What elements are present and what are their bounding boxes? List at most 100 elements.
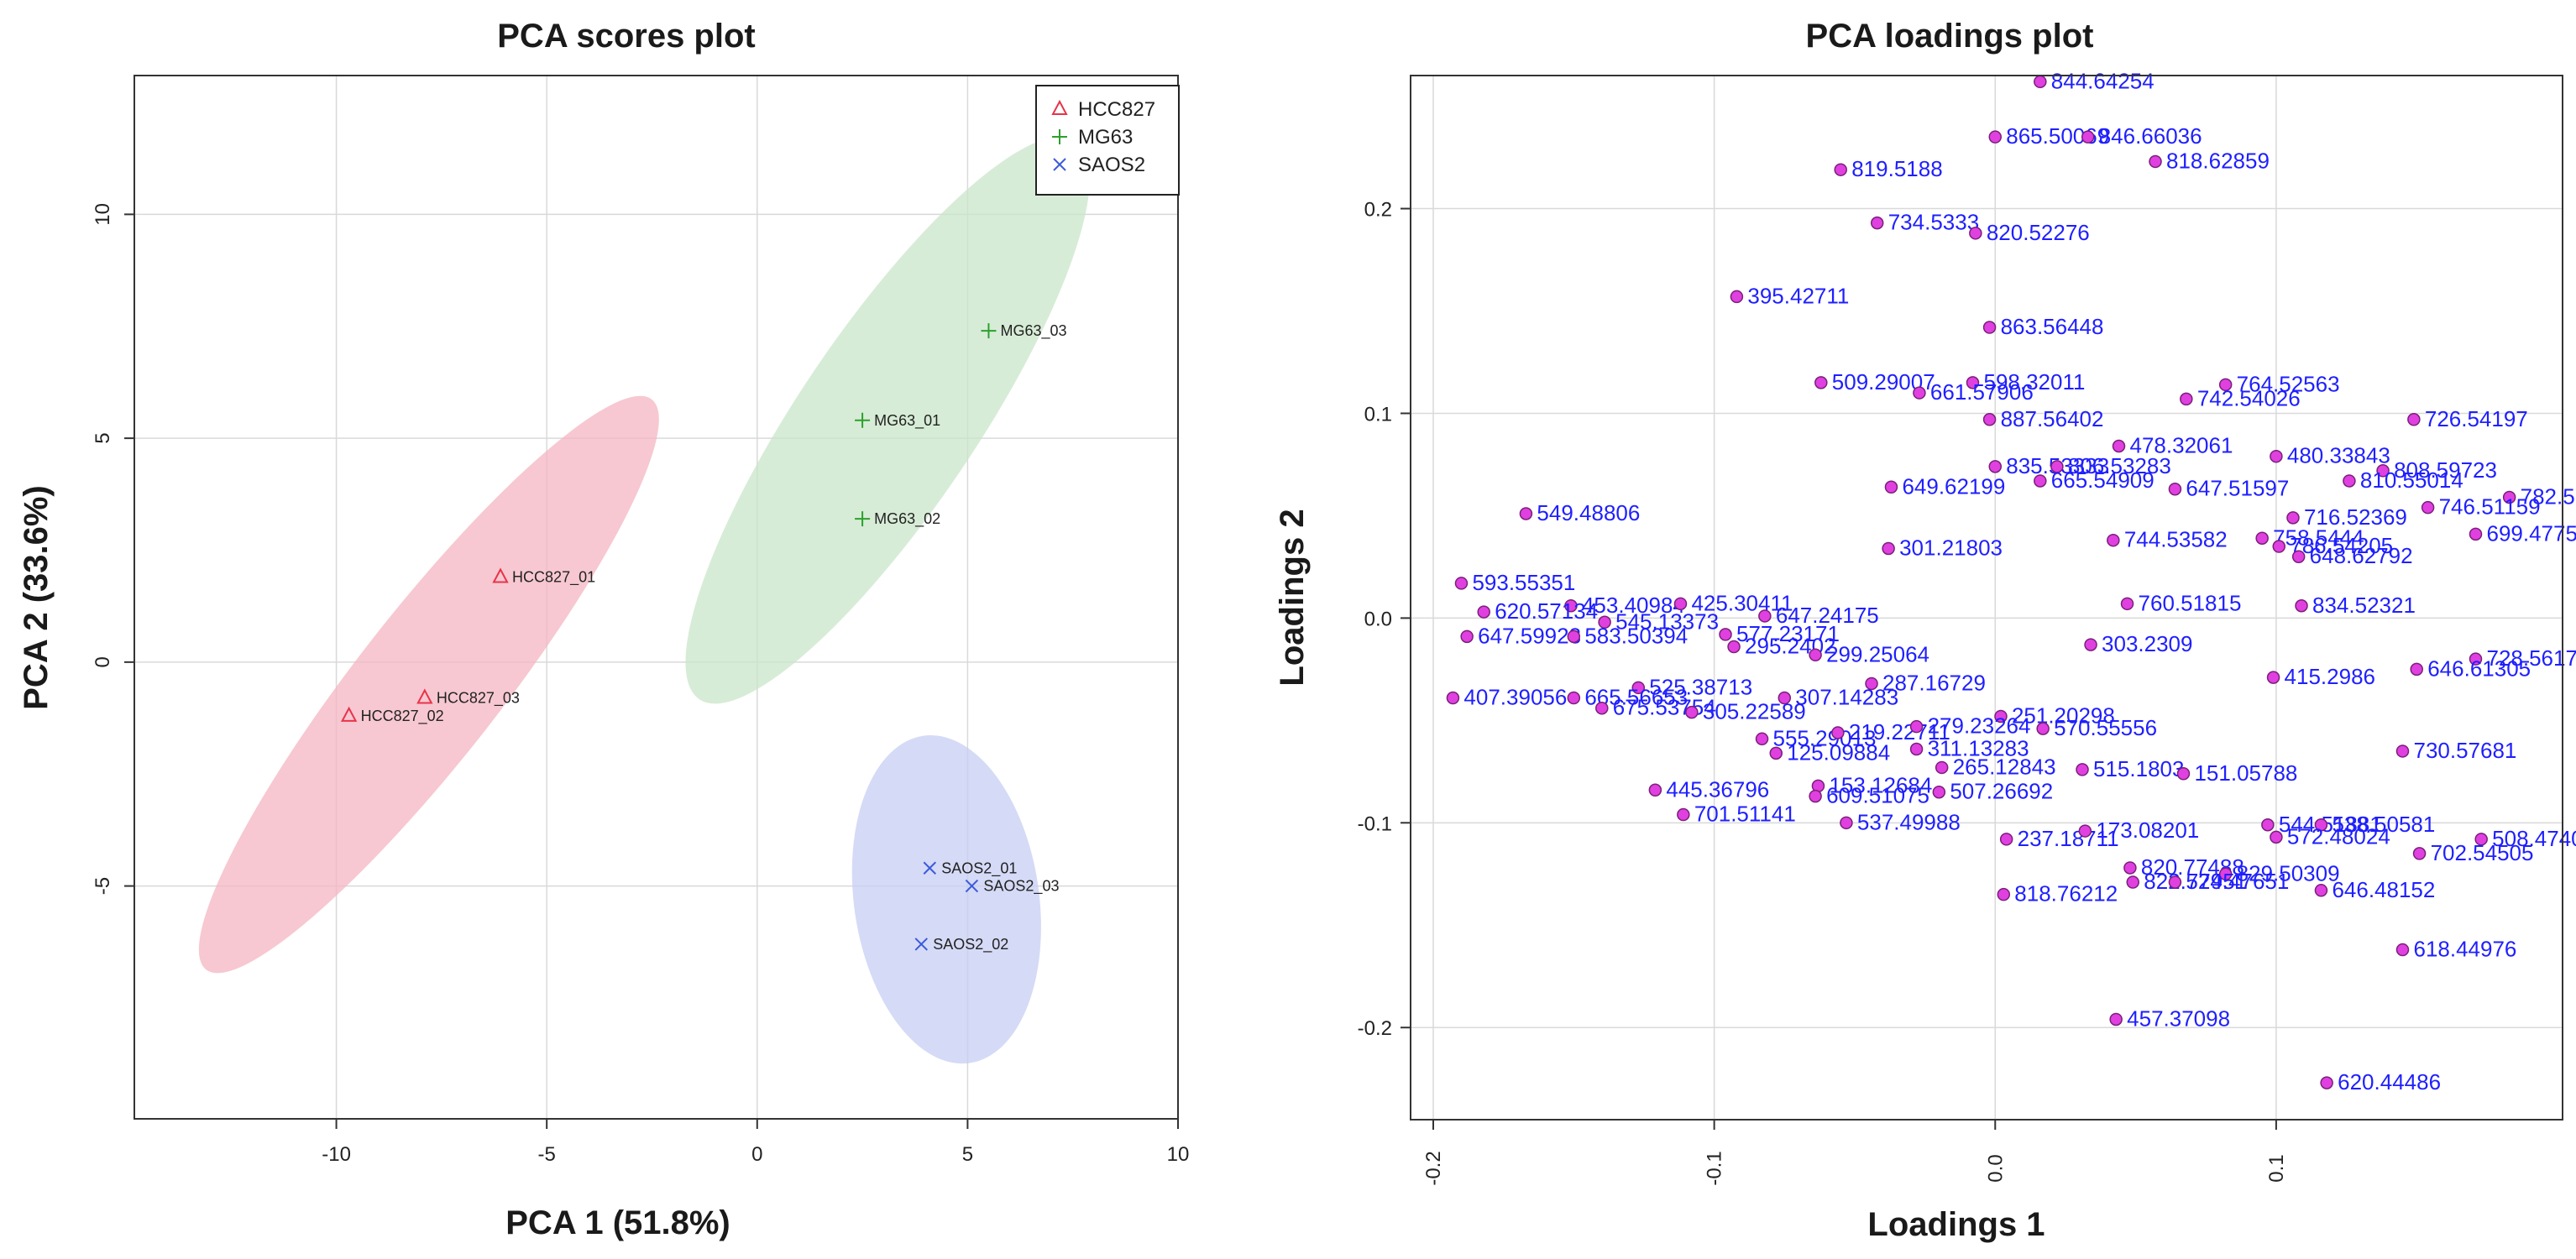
x-tick-label: 10 — [1167, 1143, 1190, 1166]
loading-label: 834.52321 — [2312, 593, 2416, 618]
y-tick-label: -0.2 — [1358, 1017, 1392, 1040]
loading-point — [1988, 130, 2003, 144]
loading-label: 507.26692 — [1950, 779, 2053, 804]
y-tick-label: 0 — [92, 656, 114, 667]
loading-point — [2291, 550, 2306, 563]
loading-label: 647.59923 — [1478, 623, 1581, 648]
legend-plus-icon — [1052, 129, 1067, 144]
loading-label: 478.32061 — [2130, 432, 2233, 457]
loading-label: 734.5333 — [1888, 210, 1979, 235]
loading-point — [1567, 630, 1581, 644]
loading-point — [2120, 597, 2134, 611]
loading-point — [1935, 760, 1949, 775]
loading-point — [2084, 638, 2097, 651]
loading-point — [1631, 681, 1646, 695]
scores-y-axis-label: PCA 2 (33.6%) — [18, 485, 55, 710]
loading-label: 887.56402 — [2001, 406, 2104, 431]
loading-label: 716.52369 — [2304, 504, 2407, 530]
loading-point — [2176, 767, 2191, 781]
loading-point — [2255, 531, 2269, 546]
loading-label: 646.48152 — [2332, 877, 2435, 902]
y-tick-label: 5 — [92, 432, 114, 443]
loading-label: 287.16729 — [1882, 670, 1986, 695]
x-marker — [965, 879, 979, 893]
loading-label: 808.59723 — [2394, 457, 2497, 483]
loading-label: 598.32011 — [1983, 369, 2085, 394]
loading-label: 726.54197 — [2425, 406, 2528, 431]
loading-label: 699.47758 — [2486, 520, 2576, 546]
loading-point — [2286, 511, 2300, 525]
loading-point — [2320, 1076, 2333, 1089]
loading-label: 305.22589 — [1703, 699, 1806, 724]
loading-point — [2078, 824, 2092, 838]
loading-label: 555.29013 — [1773, 725, 1877, 750]
x-tick-label: 0 — [751, 1143, 762, 1166]
loading-point — [1988, 460, 2003, 473]
loading-label: 299.25064 — [1826, 641, 1929, 666]
loading-label: 702.54505 — [2431, 840, 2534, 865]
loading-point — [1477, 605, 1490, 619]
y-tick-label: 0.0 — [1364, 608, 1392, 630]
loading-label: 818.76212 — [2014, 881, 2118, 906]
loading-label: 609.51075 — [1826, 783, 1929, 808]
loading-label: 819.5188 — [1851, 156, 1942, 181]
loading-label: 219.22711 — [1849, 719, 1950, 744]
loading-point — [1997, 887, 2011, 901]
loading-label: 237.18711 — [2018, 826, 2119, 851]
sample-label: HCC827_01 — [512, 568, 595, 586]
loading-point — [2343, 474, 2356, 488]
loading-point — [2412, 847, 2427, 860]
loading-point — [1999, 833, 2013, 846]
loading-label: 665.54909 — [2051, 468, 2155, 493]
loading-point — [2376, 464, 2390, 478]
loading-point — [2036, 722, 2050, 735]
loading-point — [2270, 830, 2283, 844]
loading-point — [1884, 480, 1898, 494]
loading-label: 810.55014 — [2360, 468, 2463, 493]
loading-label: 746.51159 — [2439, 494, 2541, 520]
loading-point — [2502, 490, 2516, 504]
x-tick-label: 5 — [962, 1143, 973, 1166]
x-tick-label: 0.1 — [2265, 1154, 2288, 1182]
loading-label: 570.55556 — [2054, 715, 2157, 740]
loading-point — [2076, 763, 2089, 776]
loading-point — [1834, 163, 1847, 176]
loading-label: 538.50581 — [2332, 812, 2435, 837]
loading-point — [1870, 216, 1884, 230]
loading-point — [1809, 789, 1822, 803]
scores-legend: HCC827 MG63 SAOS2 — [1035, 85, 1180, 196]
loading-point — [1755, 732, 1769, 746]
loading-label: 782.51403 — [2521, 483, 2576, 509]
loadings-plot-frame — [1410, 75, 2563, 1121]
loading-label: 701.51141 — [1694, 802, 1796, 827]
loadings-plot-title: PCA loadings plot — [1806, 18, 2094, 55]
loading-label: 295.2402 — [1745, 634, 1835, 659]
loading-label: 863.56448 — [2001, 314, 2104, 339]
loading-label: 525.38713 — [1649, 674, 1752, 699]
loading-point — [1673, 597, 1688, 611]
loading-point — [2168, 482, 2182, 496]
loading-label: 125.09884 — [1787, 739, 1890, 765]
y-tick-label: 10 — [92, 203, 114, 226]
triangle-marker — [416, 688, 433, 704]
loading-label: 301.21803 — [1899, 535, 2003, 560]
loading-point — [1769, 746, 1783, 760]
loading-label: 453.40984 — [1582, 593, 1685, 618]
loading-point — [2469, 527, 2483, 541]
sample-label: HCC827_03 — [437, 690, 520, 708]
loading-label: 758.5444 — [2273, 525, 2364, 550]
loading-point — [1758, 609, 1772, 623]
loading-label: 618.44976 — [2413, 937, 2516, 962]
loading-point — [1567, 691, 1581, 705]
triangle-marker — [492, 567, 509, 583]
loading-point — [1840, 816, 1853, 830]
loading-label: 728.56179 — [2486, 645, 2576, 671]
loading-point — [1598, 615, 1611, 630]
loading-label: 661.57906 — [1930, 379, 2034, 405]
loading-label: 647.24175 — [1776, 603, 1879, 628]
loading-label: 544.51881 — [2279, 812, 2382, 837]
loading-label: 515.1803 — [2093, 756, 2184, 781]
loading-point — [1719, 628, 1732, 641]
loading-point — [1909, 742, 1924, 756]
